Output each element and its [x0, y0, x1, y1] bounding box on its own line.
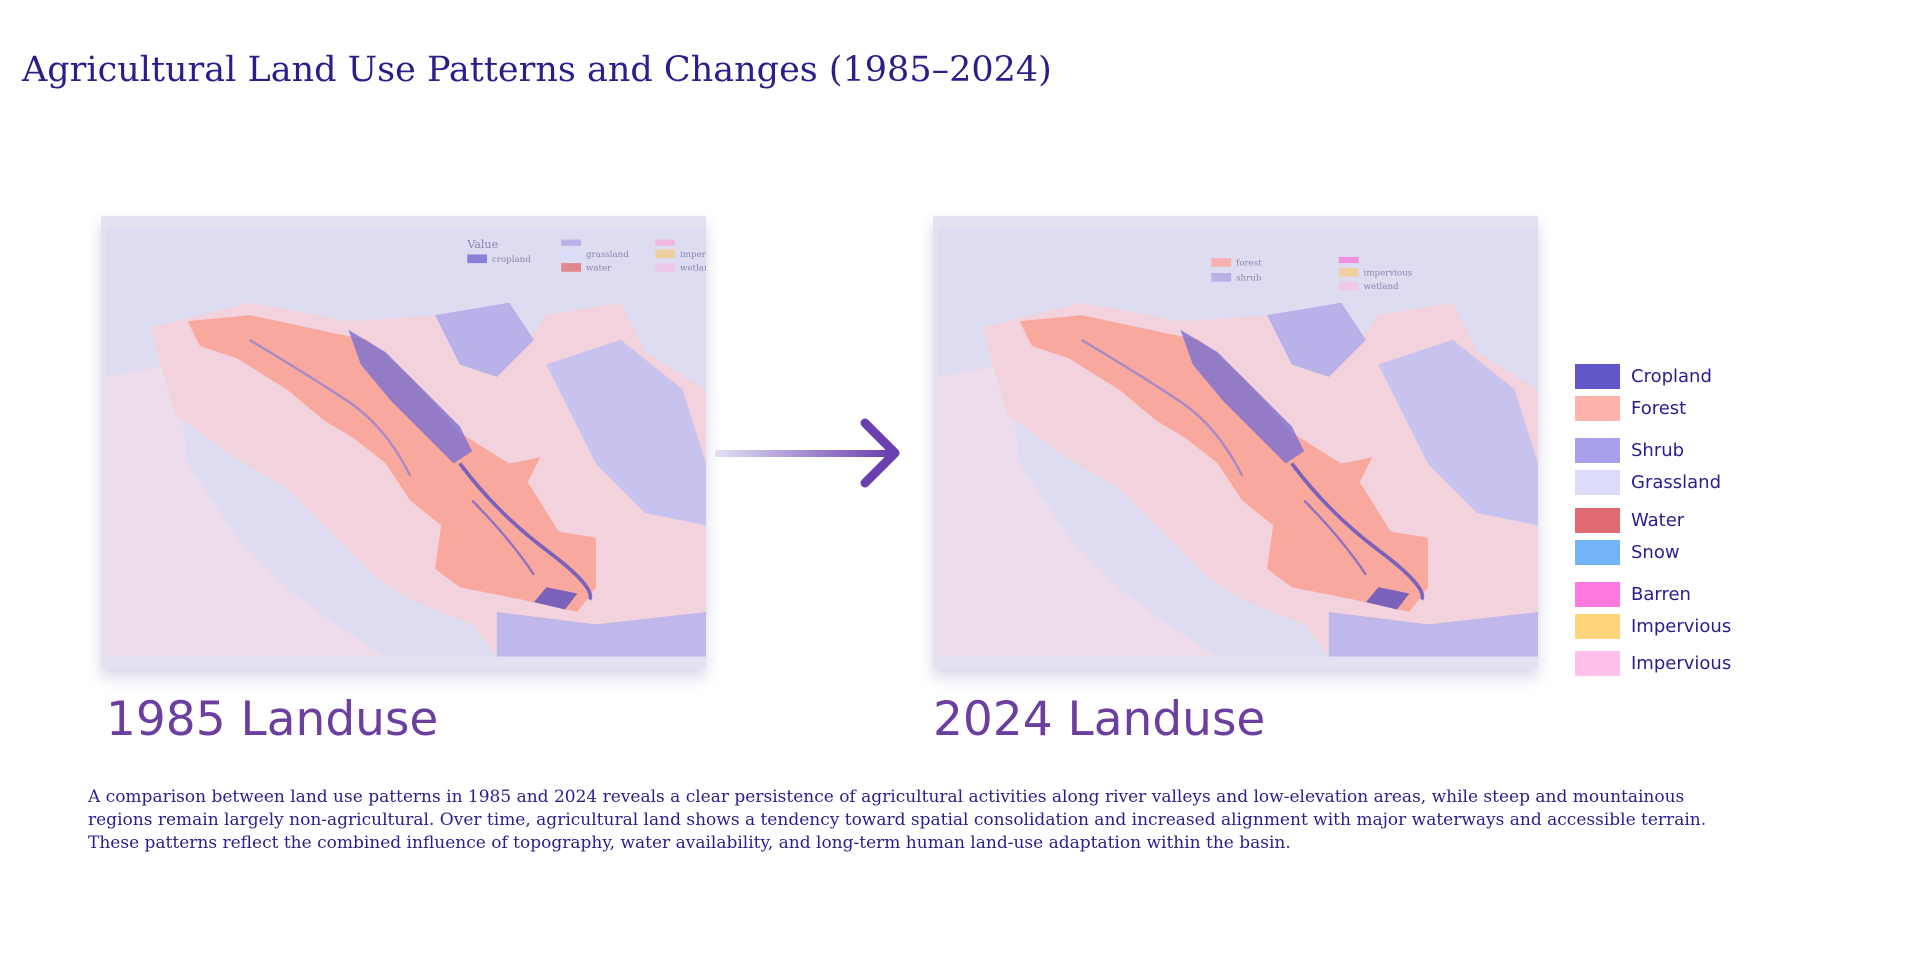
legend-label: Barren — [1631, 584, 1691, 605]
legend-label: Snow — [1631, 542, 1680, 563]
inset-label: imperv — [680, 250, 706, 260]
legend-label: Forest — [1631, 398, 1687, 419]
map-image: forest shrub impervious wetland — [933, 216, 1538, 669]
map-caption: 1985 Landuse — [106, 692, 439, 747]
map-caption: 2024 Landuse — [933, 692, 1266, 747]
inset-label: cropland — [492, 255, 531, 265]
legend-swatch — [1575, 364, 1620, 389]
inset-swatch — [655, 249, 676, 259]
legend-label: Water — [1631, 510, 1685, 531]
inset-swatch — [655, 263, 676, 272]
inset-label: Value — [466, 238, 498, 251]
legend-swatch — [1575, 508, 1620, 533]
legend-item: Water — [1575, 508, 1775, 534]
legend-item: Forest — [1575, 396, 1775, 422]
inset-label: shrub — [1236, 273, 1262, 283]
legend-label: Impervious — [1631, 616, 1732, 637]
legend-label: Grassland — [1631, 472, 1721, 493]
inset-label: impervious — [1364, 268, 1413, 278]
inset-label: water — [586, 264, 612, 274]
legend-swatch — [1575, 614, 1620, 639]
legend-item: Grassland — [1575, 470, 1775, 496]
inset-swatch — [561, 239, 582, 246]
inset-label: grassland — [586, 250, 629, 260]
legend-swatch — [1575, 651, 1620, 676]
arrow — [715, 418, 900, 488]
legend-item: Cropland — [1575, 364, 1775, 390]
legend-label: Cropland — [1631, 366, 1712, 387]
legend-label: Impervious — [1631, 653, 1732, 674]
map-image: Value cropland grassland water imperv we… — [101, 216, 706, 669]
inset-swatch — [467, 254, 488, 264]
inset-label: wetland — [1364, 282, 1400, 292]
inset-swatch — [1338, 281, 1359, 291]
inset-swatch — [561, 249, 582, 259]
inset-swatch — [1338, 268, 1359, 277]
legend-swatch — [1575, 582, 1620, 607]
inset-swatch — [561, 263, 582, 272]
inset-swatch — [1338, 256, 1359, 264]
legend-swatch — [1575, 438, 1620, 463]
inset-swatch — [1211, 258, 1232, 267]
inset-swatch — [1211, 273, 1232, 282]
legend-swatch — [1575, 540, 1620, 565]
legend-label: Shrub — [1631, 440, 1685, 461]
legend-item: Snow — [1575, 540, 1775, 566]
legend-swatch — [1575, 470, 1620, 495]
legend-item: Barren — [1575, 582, 1775, 608]
legend-item: Shrub — [1575, 438, 1775, 464]
map-1985: Value cropland grassland water imperv we… — [101, 216, 706, 669]
legend-item: Impervious — [1575, 614, 1775, 640]
inset-label: forest — [1236, 259, 1262, 269]
legend-swatch — [1575, 396, 1620, 421]
description: A comparison between land use patterns i… — [88, 787, 1707, 853]
map-2024: forest shrub impervious wetland — [933, 216, 1538, 669]
inset-swatch — [655, 239, 676, 246]
legend-item: Impervious — [1575, 651, 1775, 677]
page-title: Agricultural Land Use Patterns and Chang… — [22, 50, 1052, 90]
inset-label: wetlan — [680, 264, 706, 274]
